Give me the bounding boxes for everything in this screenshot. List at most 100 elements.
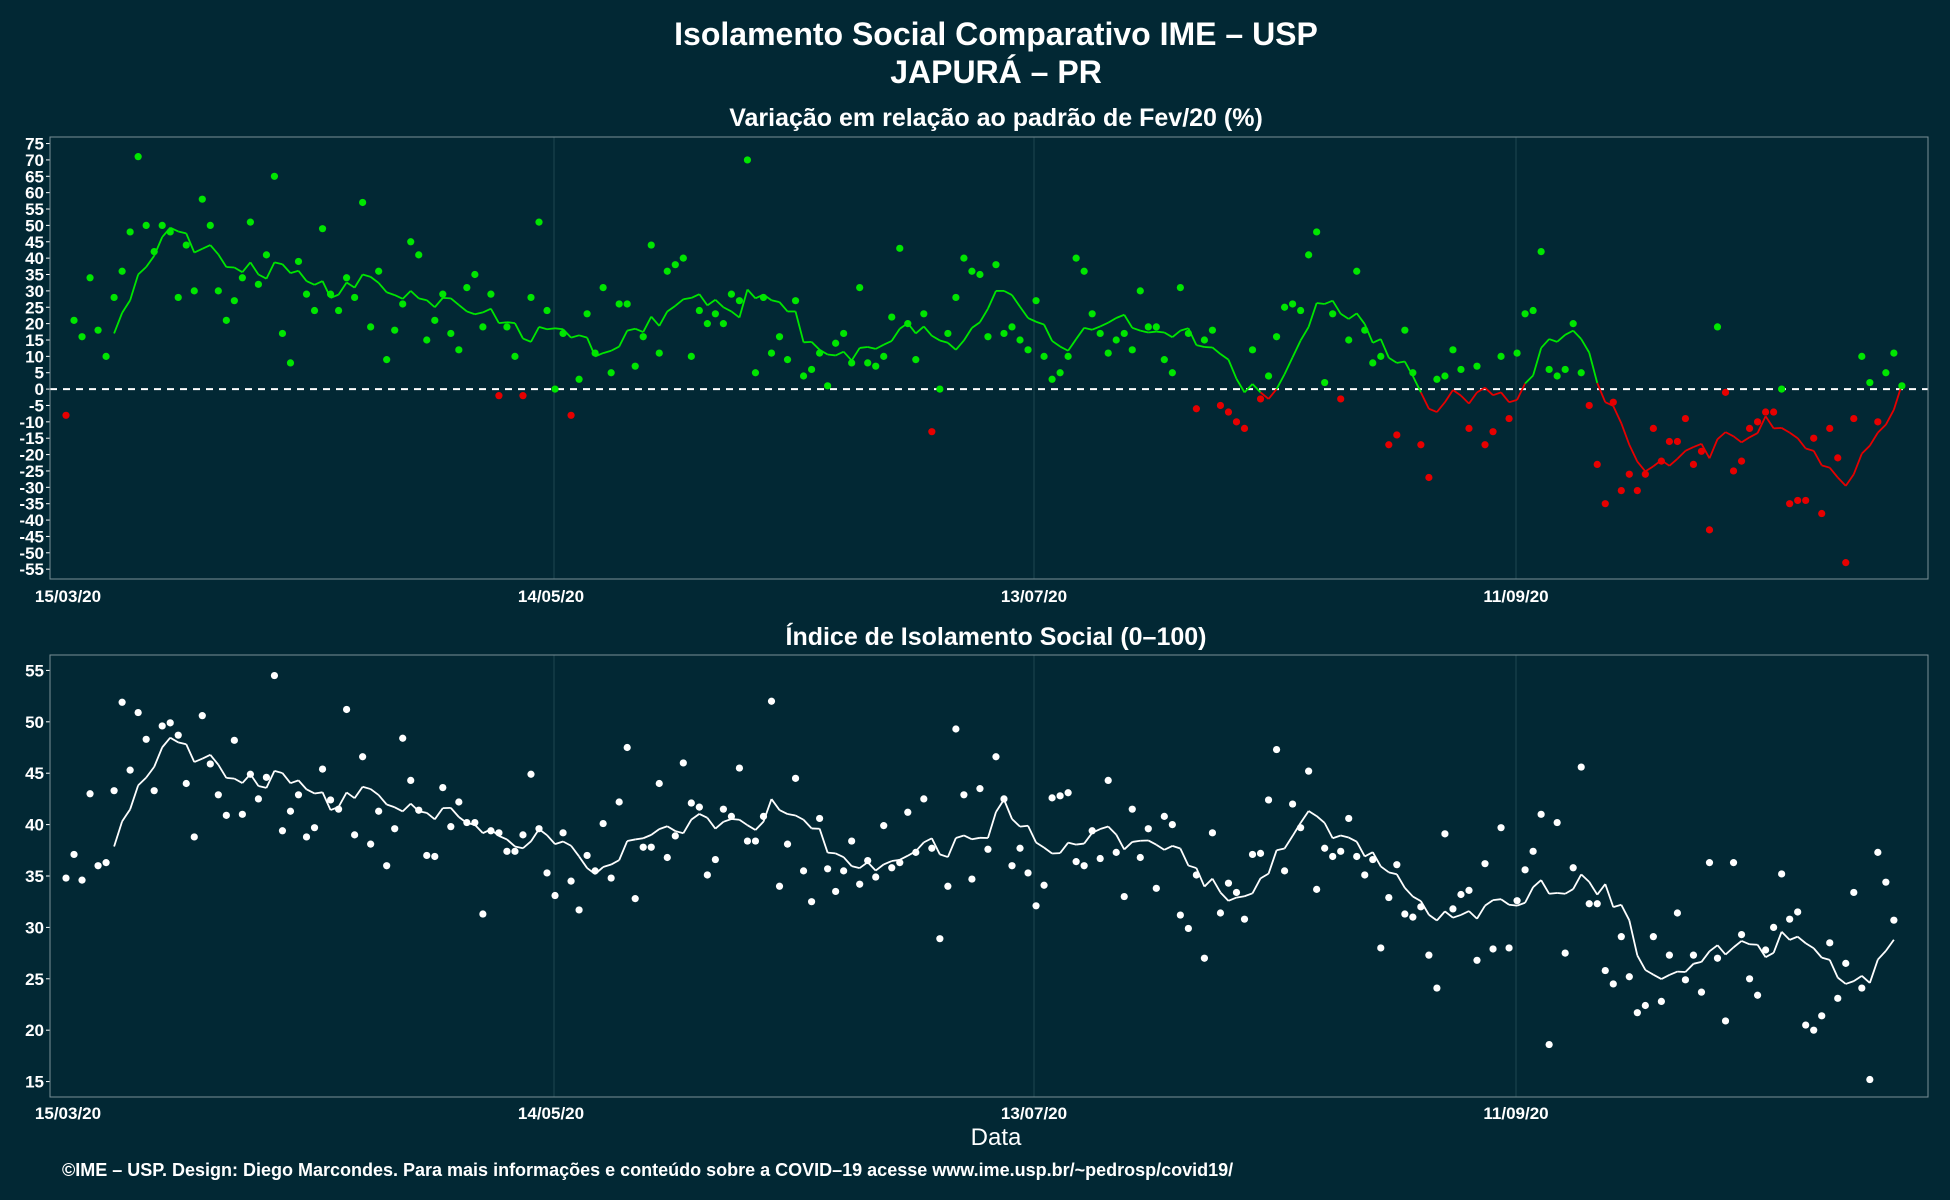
data-point (519, 392, 527, 400)
data-point (383, 862, 391, 870)
data-point (751, 369, 760, 377)
y-tick-label: 35 (25, 266, 44, 285)
data-point (278, 329, 287, 338)
trend-line-segment (1532, 347, 1542, 376)
data-point (359, 198, 367, 207)
trend-line-segment (1027, 317, 1037, 323)
data-point (94, 862, 102, 870)
trend-line-segment (674, 298, 684, 307)
trend-line-segment (931, 335, 941, 342)
data-point (727, 290, 736, 298)
data-point (631, 895, 639, 903)
trend-line-segment (370, 276, 380, 284)
data-point (1689, 951, 1698, 959)
trend-line-segment (1693, 442, 1702, 448)
data-point (86, 274, 94, 282)
data-point (896, 859, 904, 867)
data-point (880, 822, 888, 830)
y-tick-label: -50 (19, 544, 44, 563)
trend-line-segment (506, 321, 516, 325)
data-point (399, 300, 407, 308)
data-point (1280, 867, 1289, 875)
data-point (479, 323, 487, 331)
data-point (799, 867, 808, 875)
trend-line-segment (955, 834, 965, 839)
trend-line-segment (1468, 391, 1478, 405)
data-point (294, 791, 303, 799)
trend-line-segment (394, 294, 404, 300)
trend-line-segment (377, 282, 388, 293)
data-point (310, 824, 319, 832)
data-point (759, 293, 768, 302)
x-tick-label: 11/09/20 (1483, 587, 1548, 606)
trend-line-segment (1564, 888, 1574, 895)
data-point (1753, 418, 1762, 426)
data-point (872, 362, 880, 370)
data-point (535, 218, 543, 226)
data-point (1417, 441, 1425, 449)
trend-line-segment (281, 263, 292, 274)
data-point (391, 825, 399, 833)
y-tick-label: 15 (25, 331, 44, 350)
trend-line-segment (738, 289, 749, 318)
data-point (495, 829, 503, 837)
data-point (302, 833, 311, 841)
data-point (158, 722, 166, 730)
data-point (1874, 418, 1882, 426)
trend-line-segment (842, 351, 853, 362)
data-point (767, 349, 776, 357)
data-point (1401, 326, 1409, 334)
data-point (375, 807, 383, 815)
trend-line-segment (249, 261, 260, 276)
data-point (743, 837, 752, 845)
trend-line-segment (434, 807, 444, 820)
trend-line-segment (810, 341, 821, 351)
data-point (1152, 323, 1160, 331)
trend-line-segment (1067, 841, 1077, 846)
trend-line-segment (233, 777, 243, 784)
trend-line-segment (217, 253, 228, 268)
data-point (439, 290, 447, 298)
data-point (1128, 805, 1136, 813)
trend-line-segment (386, 291, 395, 296)
data-point (1136, 287, 1144, 295)
data-point (1641, 1001, 1649, 1010)
data-point (1080, 862, 1088, 870)
data-point (864, 359, 872, 367)
trend-line-segment (1323, 822, 1334, 839)
trend-line-segment (258, 785, 267, 789)
trend-line-segment (698, 293, 709, 306)
trend-line-segment (1596, 883, 1606, 896)
y-tick-label: -15 (19, 429, 44, 448)
data-point (815, 814, 824, 823)
trend-line-segment (185, 743, 196, 763)
data-point (174, 293, 182, 302)
trend-line-segment (939, 339, 949, 344)
data-point (1729, 859, 1738, 867)
data-point (238, 810, 246, 818)
data-point (326, 290, 335, 298)
data-point (1745, 975, 1754, 983)
data-point (1633, 487, 1641, 495)
trend-line-segment (1693, 961, 1702, 965)
data-point (326, 796, 335, 804)
data-point (1729, 467, 1738, 475)
data-point (719, 805, 727, 813)
data-point (1545, 1040, 1553, 1049)
data-point (1409, 369, 1417, 377)
trend-line-segment (1244, 892, 1253, 898)
trend-line-segment (129, 274, 140, 301)
data-point (447, 329, 455, 338)
data-point (1176, 911, 1184, 919)
trend-line-segment (1781, 427, 1791, 434)
y-tick-label: 60 (25, 184, 44, 203)
trend-line-segment (1236, 895, 1245, 899)
data-point (807, 898, 816, 906)
data-point (615, 300, 623, 308)
y-tick-label: -55 (19, 560, 44, 579)
trend-line-segment (185, 233, 196, 253)
trend-line-segment (121, 299, 131, 314)
data-point (1577, 369, 1585, 377)
trend-line-segment (1660, 974, 1670, 980)
